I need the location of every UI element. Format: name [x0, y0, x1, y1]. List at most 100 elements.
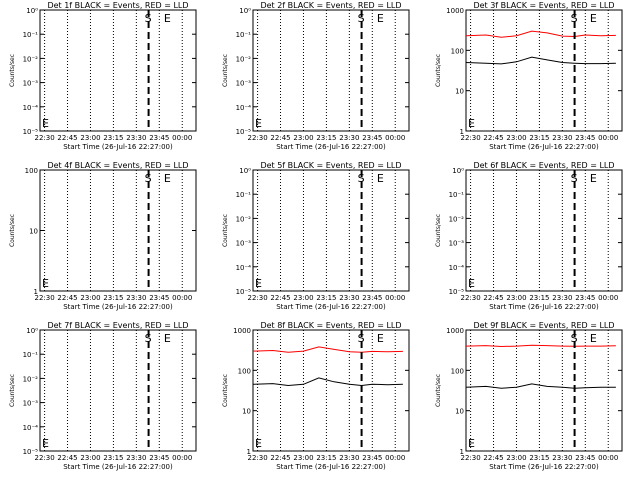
- x-tick-label: 00:00: [172, 294, 192, 302]
- plot-frame: [39, 9, 197, 132]
- x-tick-label: 23:00: [293, 294, 313, 302]
- x-tick-label: 00:00: [598, 134, 618, 142]
- marker-label-s: S: [145, 172, 152, 185]
- start-edge-marker: E: [468, 117, 475, 130]
- y-tick-label: 10⁻²: [23, 375, 39, 383]
- y-tick-label: 10: [29, 228, 38, 236]
- x-tick-label: 22:30: [247, 454, 267, 462]
- x-tick-label: 23:00: [506, 134, 526, 142]
- y-axis-label: Counts/sec: [9, 374, 16, 407]
- series-line-1: [465, 383, 616, 389]
- y-tick-label: 10⁻³: [236, 240, 252, 248]
- y-tick-label: 10⁻⁴: [449, 264, 465, 272]
- series-line-1: [252, 377, 403, 387]
- x-tick-label: 23:15: [103, 134, 123, 142]
- y-tick-label: 1000: [446, 327, 464, 335]
- marker-label-e: E: [590, 12, 597, 25]
- chart-title: Det 1f BLACK = Events, RED = LLD: [47, 1, 188, 10]
- x-tick-label: 23:00: [293, 454, 313, 462]
- chart-title: Det 3f BLACK = Events, RED = LLD: [473, 1, 614, 10]
- x-tick-label: 23:15: [316, 134, 336, 142]
- det9f-chart: Det 9f BLACK = Events, RED = LLD 22:30 22:…: [435, 321, 623, 471]
- det3f-chart: Det 3f BLACK = Events, RED = LLD 22:30 22:…: [435, 1, 623, 151]
- y-tick-label: 10⁻⁵: [236, 288, 252, 296]
- y-tick-label: 10⁻²: [236, 55, 252, 63]
- y-axis-label: Counts/sec: [435, 214, 442, 247]
- x-tick-label: 00:00: [598, 294, 618, 302]
- x-tick-label: 22:45: [483, 294, 503, 302]
- x-tick-label: 00:00: [172, 134, 192, 142]
- marker-label-e: E: [590, 332, 597, 345]
- x-tick-label: 23:15: [316, 294, 336, 302]
- x-tick-label: 22:45: [270, 134, 290, 142]
- x-tick-label: 00:00: [385, 294, 405, 302]
- y-tick-label: 10⁻¹: [23, 351, 39, 359]
- det6f-chart: Det 6f BLACK = Events, RED = LLD 22:30 22:…: [435, 161, 623, 311]
- x-tick-label: 23:00: [506, 294, 526, 302]
- x-axis-label: Start Time (26-Jul-16 22:27:00): [489, 303, 599, 311]
- plot-frame: [465, 169, 623, 292]
- series-line-1: [465, 56, 616, 65]
- chart-title: Det 2f BLACK = Events, RED = LLD: [260, 1, 401, 10]
- x-tick-label: 00:00: [385, 454, 405, 462]
- x-tick-label: 22:30: [460, 454, 480, 462]
- y-axis-label: Counts/sec: [222, 214, 229, 247]
- y-tick-label: 100: [451, 47, 464, 55]
- y-tick-label: 10⁻²: [23, 55, 39, 63]
- x-tick-label: 22:30: [247, 134, 267, 142]
- x-tick-label: 23:45: [149, 454, 169, 462]
- y-axis-label: Counts/sec: [9, 54, 16, 87]
- y-tick-label: 1000: [446, 7, 464, 15]
- x-tick-label: 22:45: [483, 134, 503, 142]
- y-tick-label: 10⁻⁴: [23, 104, 39, 112]
- y-tick-label: 10⁻¹: [236, 31, 252, 39]
- x-axis-label: Start Time (26-Jul-16 22:27:00): [63, 143, 173, 151]
- start-edge-marker: E: [255, 117, 262, 130]
- start-edge-marker: E: [42, 117, 49, 130]
- x-axis-label: Start Time (26-Jul-16 22:27:00): [489, 463, 599, 471]
- x-tick-label: 00:00: [172, 454, 192, 462]
- y-tick-label: 10⁰: [239, 167, 251, 175]
- marker-label-e: E: [164, 172, 171, 185]
- det2f-chart: Det 2f BLACK = Events, RED = LLD 22:30 22:…: [222, 1, 410, 151]
- x-axis-label: Start Time (26-Jul-16 22:27:00): [276, 303, 386, 311]
- series-line-0: [465, 30, 616, 38]
- x-tick-label: 22:30: [34, 454, 54, 462]
- y-tick-label: 10⁰: [239, 7, 251, 15]
- det5f-chart: Det 5f BLACK = Events, RED = LLD 22:30 22:…: [222, 161, 410, 311]
- x-tick-label: 22:45: [270, 454, 290, 462]
- y-tick-label: 100: [25, 167, 38, 175]
- plot-frame: [465, 9, 623, 132]
- y-tick-label: 10⁻³: [236, 80, 252, 88]
- x-tick-label: 23:45: [362, 294, 382, 302]
- series-line-0: [252, 346, 403, 353]
- y-tick-label: 10⁻¹: [449, 191, 465, 199]
- y-tick-label: 1000: [233, 327, 251, 335]
- chart-title: Det 9f BLACK = Events, RED = LLD: [473, 321, 614, 330]
- marker-label-e: E: [164, 332, 171, 345]
- chart-title: Det 4f BLACK = Events, RED = LLD: [47, 161, 188, 170]
- x-tick-label: 22:30: [34, 134, 54, 142]
- x-tick-label: 22:30: [34, 294, 54, 302]
- x-tick-label: 23:45: [575, 454, 595, 462]
- chart-title: Det 7f BLACK = Events, RED = LLD: [47, 321, 188, 330]
- y-tick-label: 10⁻³: [449, 240, 465, 248]
- y-tick-label: 10⁻²: [236, 215, 252, 223]
- det8f-chart: Det 8f BLACK = Events, RED = LLD 22:30 22:…: [222, 321, 410, 471]
- marker-label-s: S: [571, 12, 578, 25]
- marker-label-s: S: [571, 332, 578, 345]
- x-tick-label: 23:30: [126, 134, 146, 142]
- marker-label-e: E: [377, 12, 384, 25]
- x-tick-label: 22:30: [247, 294, 267, 302]
- chart-title: Det 6f BLACK = Events, RED = LLD: [473, 161, 614, 170]
- x-axis-label: Start Time (26-Jul-16 22:27:00): [63, 463, 173, 471]
- x-tick-label: 22:45: [57, 134, 77, 142]
- x-axis-label: Start Time (26-Jul-16 22:27:00): [276, 143, 386, 151]
- x-tick-label: 22:45: [483, 454, 503, 462]
- x-tick-label: 23:45: [575, 134, 595, 142]
- marker-label-s: S: [145, 12, 152, 25]
- start-edge-marker: E: [468, 277, 475, 290]
- x-axis-label: Start Time (26-Jul-16 22:27:00): [489, 143, 599, 151]
- y-tick-label: 10⁻⁵: [23, 128, 39, 136]
- y-tick-label: 100: [238, 367, 251, 375]
